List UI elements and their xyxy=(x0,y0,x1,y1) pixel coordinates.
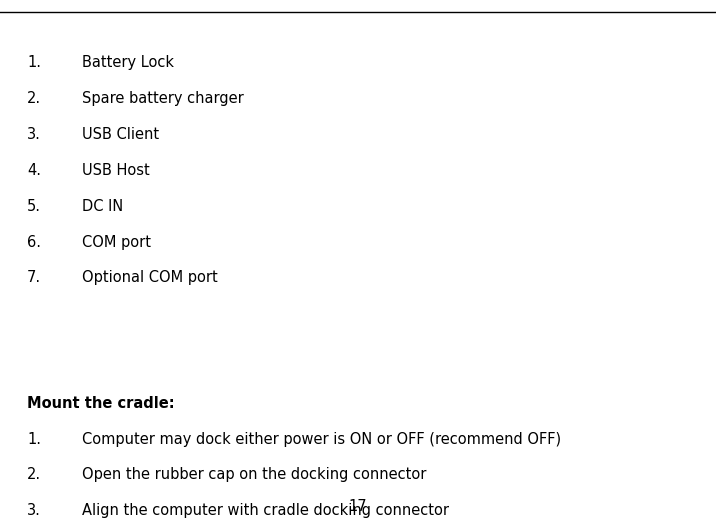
Text: Optional COM port: Optional COM port xyxy=(82,270,218,285)
Text: 3.: 3. xyxy=(27,503,41,518)
Text: 3.: 3. xyxy=(27,127,41,142)
Text: 2.: 2. xyxy=(27,91,42,106)
Text: 2.: 2. xyxy=(27,467,42,482)
Text: Spare battery charger: Spare battery charger xyxy=(82,91,244,106)
Text: 7.: 7. xyxy=(27,270,42,285)
Text: Computer may dock either power is ON or OFF (recommend OFF): Computer may dock either power is ON or … xyxy=(82,432,561,446)
Text: 17: 17 xyxy=(349,499,367,514)
Text: DC IN: DC IN xyxy=(82,199,124,213)
Text: USB Client: USB Client xyxy=(82,127,160,142)
Text: 1.: 1. xyxy=(27,432,42,446)
Text: 1.: 1. xyxy=(27,55,42,70)
Text: Open the rubber cap on the docking connector: Open the rubber cap on the docking conne… xyxy=(82,467,427,482)
Text: 6.: 6. xyxy=(27,235,42,249)
Text: Mount the cradle:: Mount the cradle: xyxy=(27,396,175,411)
Text: USB Host: USB Host xyxy=(82,163,150,178)
Text: COM port: COM port xyxy=(82,235,151,249)
Text: Align the computer with cradle docking connector: Align the computer with cradle docking c… xyxy=(82,503,450,518)
Text: 5.: 5. xyxy=(27,199,42,213)
Text: 4.: 4. xyxy=(27,163,42,178)
Text: Battery Lock: Battery Lock xyxy=(82,55,174,70)
